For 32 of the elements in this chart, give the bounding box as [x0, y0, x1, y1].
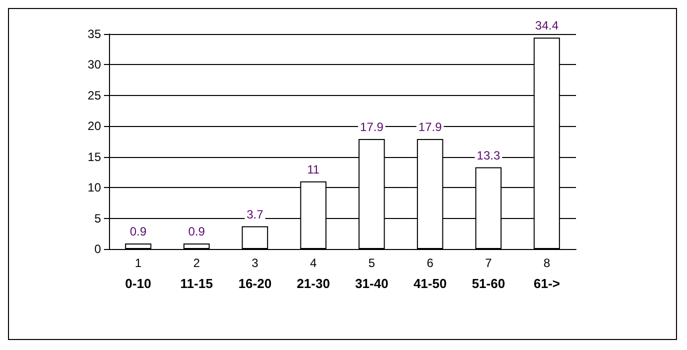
y-tick-label: 0: [94, 242, 102, 256]
x-tick-label: 7: [485, 256, 492, 270]
text: 16-20: [238, 276, 272, 291]
x-tick-label: 1: [134, 256, 142, 270]
y-tick-label: 35: [88, 27, 102, 41]
x-tick-label: 4: [310, 256, 317, 270]
y-tick-label: 10: [88, 180, 102, 195]
x-tick-label: 8: [543, 256, 550, 270]
y-tick-label: 30: [88, 58, 102, 72]
text: 0-10: [125, 276, 152, 291]
data-label: 17.9: [418, 120, 442, 134]
data-label: 0.9: [130, 224, 147, 238]
text: 61->: [534, 276, 560, 291]
y-tick-label: 25: [88, 88, 102, 102]
text: 21-30: [296, 276, 330, 291]
y-tick-label: 15: [88, 150, 102, 164]
text: 31-40: [355, 276, 388, 291]
x-tick-label: 5: [368, 256, 376, 270]
data-label: 13.3: [476, 148, 500, 162]
y-tick-label: 5: [94, 211, 102, 226]
x-tick-label: 2: [193, 256, 200, 270]
x-tick-label: 3: [252, 256, 259, 270]
y-tick-label: 20: [88, 119, 102, 134]
text: 51-60: [472, 276, 506, 291]
text: 11-15: [180, 276, 213, 291]
data-label: 17.9: [360, 120, 384, 134]
data-label: 34.4: [535, 18, 559, 33]
data-label: 0.9: [188, 224, 206, 238]
text: 41-50: [413, 276, 447, 291]
data-label: 3.7: [246, 207, 264, 222]
data-label: 11: [307, 162, 320, 176]
x-tick-label: 6: [426, 256, 434, 270]
